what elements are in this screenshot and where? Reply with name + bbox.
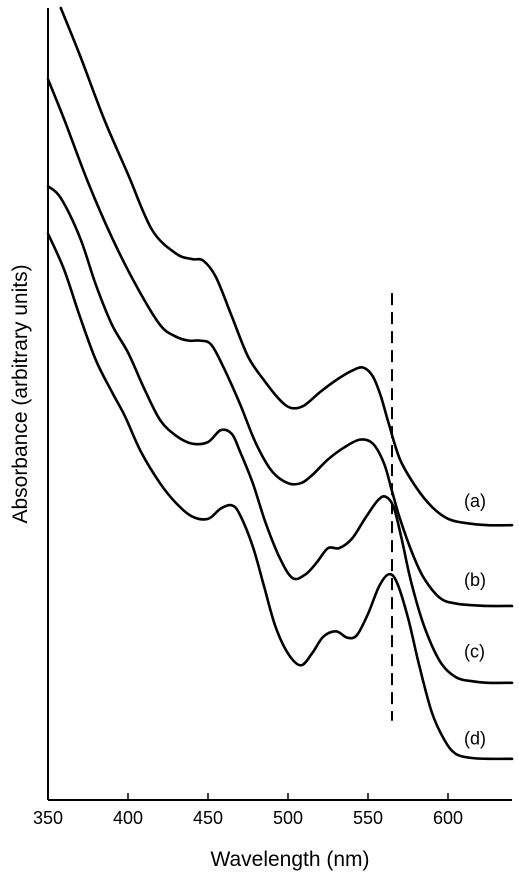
series-line-c (46, 184, 514, 685)
series-line-b (46, 77, 514, 608)
x-ticks: 350 400 450 500 550 600 (33, 793, 463, 828)
series-label-b: (b) (464, 570, 486, 590)
axes (47, 8, 512, 801)
series-line-d (46, 232, 514, 761)
x-tick-label-550: 550 (353, 808, 383, 828)
series-line-a (59, 6, 514, 527)
x-tick-label-450: 450 (193, 808, 223, 828)
x-tick-label-350: 350 (33, 808, 63, 828)
x-tick-label-600: 600 (433, 808, 463, 828)
series-label-a: (a) (464, 491, 486, 511)
series-lines (46, 6, 514, 761)
x-axis-label: Wavelength (nm) (210, 848, 369, 871)
y-axis-label: Absorbance (arbitrary units) (9, 264, 32, 523)
series-labels: (a) (b) (c) (d) (464, 491, 486, 749)
x-tick-label-400: 400 (113, 808, 143, 828)
x-tick-label-500: 500 (273, 808, 303, 828)
series-label-d: (d) (464, 729, 486, 749)
series-label-c: (c) (464, 641, 485, 661)
